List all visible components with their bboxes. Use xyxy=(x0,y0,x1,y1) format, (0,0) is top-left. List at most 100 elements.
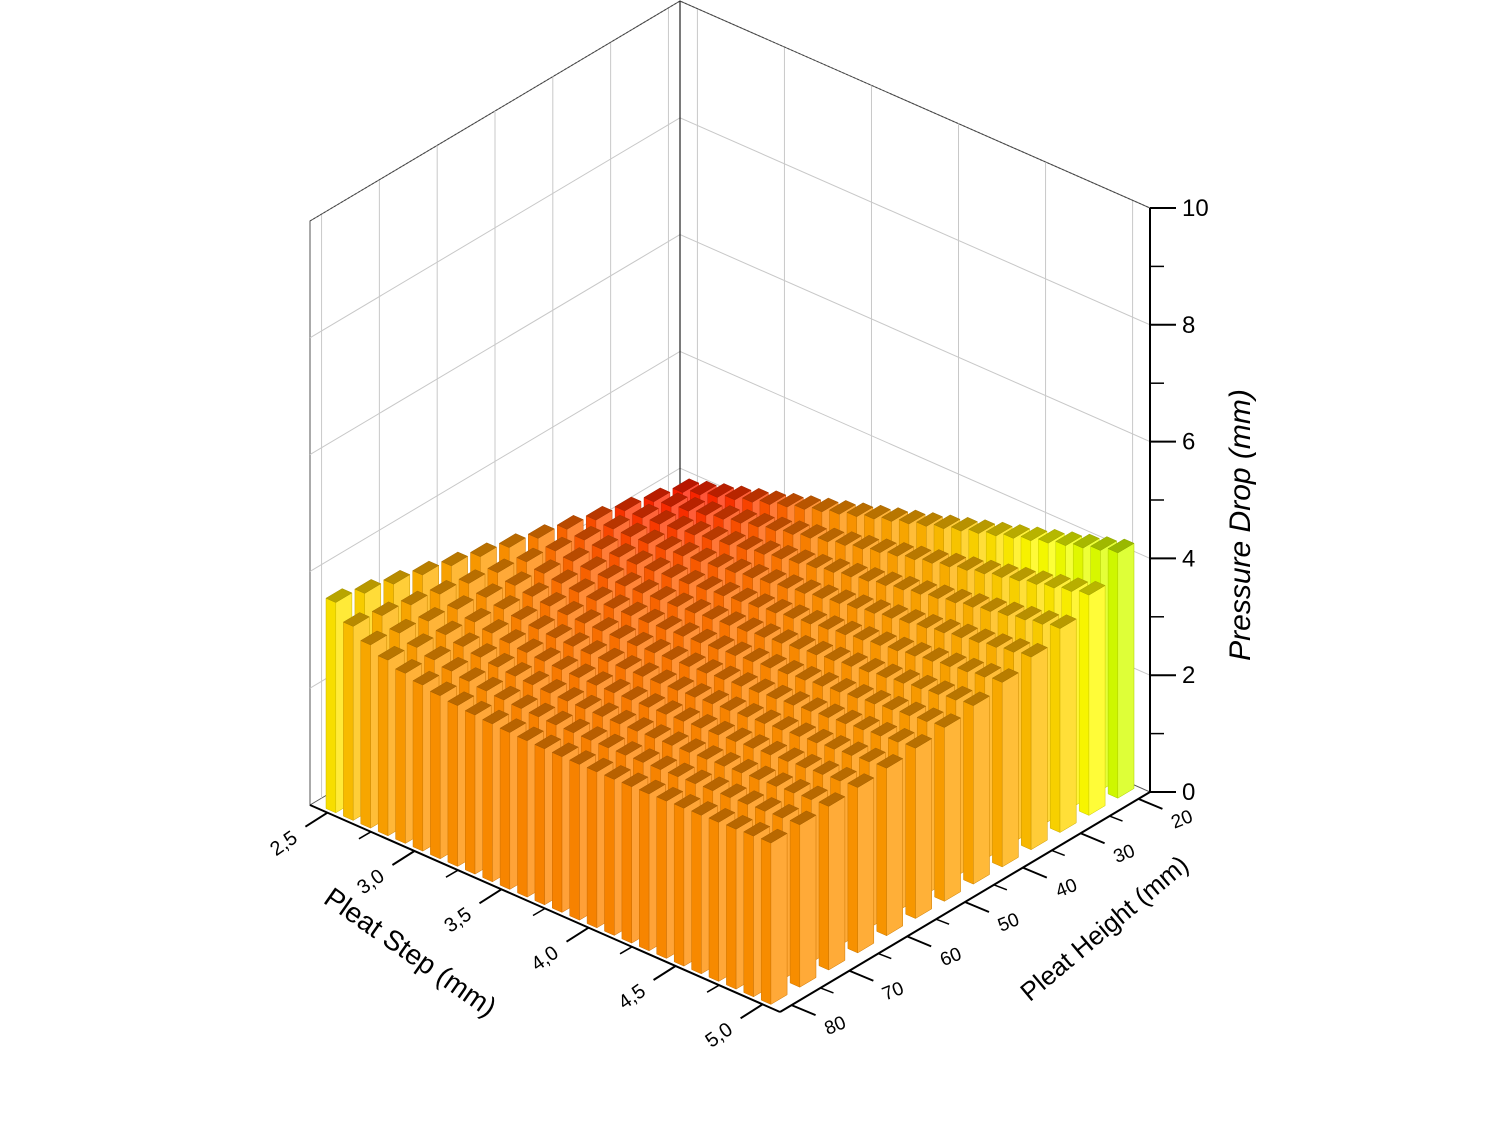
bar-top xyxy=(568,578,596,593)
bar-top xyxy=(875,663,903,679)
bar-top xyxy=(620,601,648,617)
bar-face xyxy=(482,719,493,883)
bar-top xyxy=(1090,536,1118,551)
bar-top xyxy=(371,601,399,616)
bar xyxy=(818,792,846,971)
bar-face xyxy=(847,782,858,954)
bar-top xyxy=(638,693,666,708)
bar-face xyxy=(973,695,990,885)
bar-top xyxy=(801,785,829,801)
bar-face xyxy=(1107,548,1119,799)
bar-top xyxy=(753,540,781,555)
bar-top xyxy=(772,803,800,819)
bar-face xyxy=(586,767,598,929)
bar-top xyxy=(812,672,840,687)
bar-top xyxy=(788,549,816,564)
bar-face xyxy=(517,736,528,898)
bar-top xyxy=(389,618,417,634)
bar-top xyxy=(469,542,498,557)
bar-top xyxy=(632,748,660,763)
bar-top xyxy=(828,500,857,515)
bar-top xyxy=(655,615,683,631)
bar-top xyxy=(718,530,746,546)
bar-face xyxy=(818,801,829,971)
bar-top xyxy=(991,668,1019,683)
bar-face xyxy=(343,621,354,821)
bar-top xyxy=(679,738,707,753)
bar-top xyxy=(1107,538,1135,554)
bar-top xyxy=(592,702,620,717)
bar-top xyxy=(568,663,596,678)
bar-top xyxy=(811,584,839,599)
bar-top xyxy=(638,608,666,624)
bar-top xyxy=(609,709,637,725)
bar-top xyxy=(794,666,822,681)
bar-face xyxy=(691,810,702,975)
bar-top xyxy=(1020,526,1048,542)
bar-top xyxy=(997,601,1025,617)
bar-top xyxy=(684,598,712,614)
bar-top xyxy=(771,544,799,560)
bar-face xyxy=(325,597,337,814)
bar xyxy=(1107,538,1135,799)
bar-face xyxy=(1001,672,1019,868)
bar-top xyxy=(690,547,718,563)
bar-top xyxy=(1008,566,1037,582)
bar-top xyxy=(951,623,979,639)
bar-top xyxy=(950,517,978,532)
bar-face xyxy=(1059,618,1077,833)
bar-face xyxy=(876,763,887,937)
bar-top xyxy=(934,713,962,728)
bar-top xyxy=(846,594,874,609)
bar-top xyxy=(342,612,370,627)
bar-face xyxy=(992,677,1003,868)
bar-top xyxy=(870,631,898,646)
x-tick-label: 2,5 xyxy=(266,827,301,861)
bar-top xyxy=(760,740,788,756)
bar-top xyxy=(707,635,735,650)
bar-top xyxy=(423,645,452,661)
bar-top xyxy=(476,676,504,692)
bar-top xyxy=(678,652,706,667)
bar-top xyxy=(563,718,591,734)
z-tick-label: 0 xyxy=(1182,779,1195,806)
y-axis-title: Pleat Height (mm) xyxy=(1014,849,1194,1007)
bar-top xyxy=(916,707,944,722)
x-minor-tick xyxy=(358,831,372,840)
bar-top xyxy=(852,626,880,641)
bar-top xyxy=(1026,570,1054,585)
bar-top xyxy=(516,638,544,653)
bar-top xyxy=(487,652,515,668)
bar-top xyxy=(620,522,648,538)
bar-top xyxy=(603,765,632,780)
bar-top xyxy=(1043,573,1071,589)
bar-top xyxy=(603,514,631,530)
bar-top xyxy=(916,512,944,527)
bar-top xyxy=(672,541,700,557)
bar-top xyxy=(475,583,503,598)
bar-top xyxy=(585,505,613,521)
y-minor-tick xyxy=(1051,849,1065,857)
z-tick-label: 2 xyxy=(1182,662,1195,689)
bar-top xyxy=(446,595,475,610)
x-tick xyxy=(478,888,503,905)
bar-top xyxy=(562,547,590,562)
bar-top xyxy=(743,821,771,837)
bar-top xyxy=(701,526,729,541)
y-tick xyxy=(848,969,874,982)
bar-top xyxy=(939,552,967,568)
bar-top xyxy=(724,485,752,501)
x-minor-tick xyxy=(445,869,459,878)
bar-top xyxy=(487,558,515,573)
bar-top xyxy=(800,609,828,625)
bar-top xyxy=(655,700,683,715)
bar-top xyxy=(927,584,955,599)
bar-top xyxy=(707,483,735,498)
bar-top xyxy=(777,660,805,675)
bar-top xyxy=(510,605,538,621)
bar-top xyxy=(667,762,695,778)
y-tick xyxy=(906,935,932,948)
bar-top xyxy=(603,594,631,609)
bar-top xyxy=(597,647,625,663)
bar-top xyxy=(649,510,677,525)
